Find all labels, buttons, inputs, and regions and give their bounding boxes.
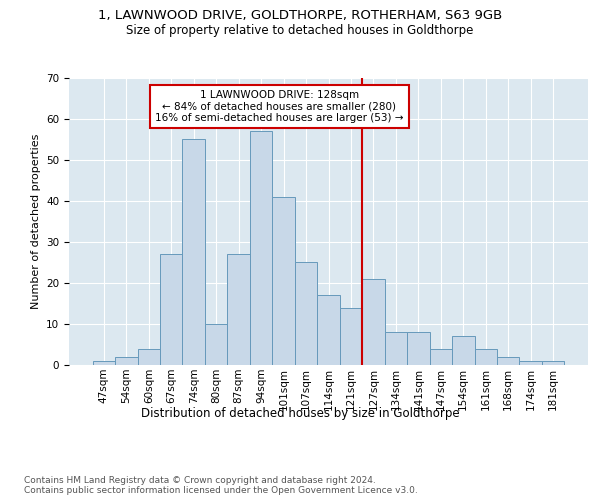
Bar bbox=[520, 361, 542, 365]
Bar bbox=[475, 348, 497, 365]
Bar bbox=[227, 254, 250, 365]
Bar bbox=[407, 332, 430, 365]
Bar bbox=[205, 324, 227, 365]
Bar bbox=[452, 336, 475, 365]
Bar bbox=[385, 332, 407, 365]
Bar bbox=[340, 308, 362, 365]
Bar bbox=[272, 196, 295, 365]
Bar bbox=[137, 348, 160, 365]
Bar bbox=[317, 295, 340, 365]
Text: Size of property relative to detached houses in Goldthorpe: Size of property relative to detached ho… bbox=[127, 24, 473, 37]
Y-axis label: Number of detached properties: Number of detached properties bbox=[31, 134, 41, 309]
Bar bbox=[250, 131, 272, 365]
Bar bbox=[430, 348, 452, 365]
Bar bbox=[160, 254, 182, 365]
Text: Distribution of detached houses by size in Goldthorpe: Distribution of detached houses by size … bbox=[140, 408, 460, 420]
Text: 1 LAWNWOOD DRIVE: 128sqm
← 84% of detached houses are smaller (280)
16% of semi-: 1 LAWNWOOD DRIVE: 128sqm ← 84% of detach… bbox=[155, 90, 403, 123]
Bar bbox=[497, 357, 520, 365]
Bar bbox=[542, 361, 565, 365]
Text: Contains HM Land Registry data © Crown copyright and database right 2024.
Contai: Contains HM Land Registry data © Crown c… bbox=[24, 476, 418, 495]
Bar bbox=[115, 357, 137, 365]
Bar bbox=[295, 262, 317, 365]
Bar bbox=[362, 279, 385, 365]
Text: 1, LAWNWOOD DRIVE, GOLDTHORPE, ROTHERHAM, S63 9GB: 1, LAWNWOOD DRIVE, GOLDTHORPE, ROTHERHAM… bbox=[98, 9, 502, 22]
Bar bbox=[92, 361, 115, 365]
Bar bbox=[182, 139, 205, 365]
